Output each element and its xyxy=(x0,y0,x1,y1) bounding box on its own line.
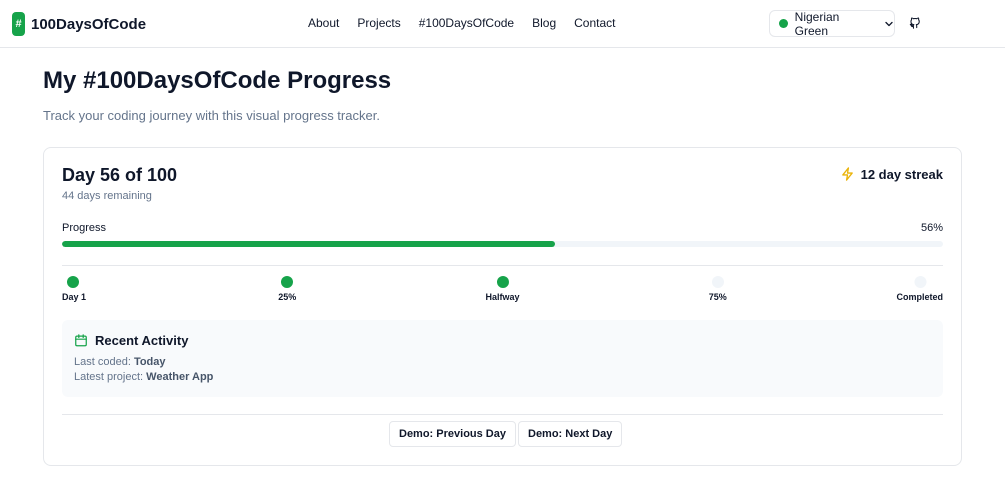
last-coded-row: Last coded: Today xyxy=(74,356,166,368)
milestone-label: 75% xyxy=(708,292,727,302)
logo-badge: # xyxy=(12,12,25,36)
github-icon[interactable] xyxy=(904,12,926,34)
progress-bar xyxy=(62,241,943,247)
lightning-icon xyxy=(840,166,855,182)
streak-badge: 12 day streak xyxy=(840,166,943,182)
milestone-dot xyxy=(281,276,294,288)
latest-project-label: Latest project: xyxy=(74,371,144,383)
calendar-icon xyxy=(74,333,88,348)
recent-activity-heading: Recent Activity xyxy=(74,333,188,348)
nav-link-projects[interactable]: Projects xyxy=(357,16,401,30)
nav-link-contact[interactable]: Contact xyxy=(574,16,616,30)
recent-activity-title: Recent Activity xyxy=(95,333,189,348)
recent-activity-panel: Recent Activity Last coded: Today Latest… xyxy=(62,320,943,397)
streak-text: 12 day streak xyxy=(860,166,943,182)
milestone-label: Day 1 xyxy=(62,292,87,302)
progress-bar-fill xyxy=(62,241,556,247)
last-coded-label: Last coded: xyxy=(74,356,131,368)
milestone-dot xyxy=(914,276,926,288)
days-remaining: 44 days remaining xyxy=(62,190,152,202)
site-logo[interactable]: # 100DaysOfCode xyxy=(12,12,146,36)
progress-card: Day 56 of 100 44 days remaining 12 day s… xyxy=(43,147,962,466)
logo-text: 100DaysOfCode xyxy=(31,15,147,33)
milestone: 75% xyxy=(709,276,727,302)
progress-label: Progress xyxy=(62,222,107,234)
divider xyxy=(62,414,943,415)
milestone-track: Day 1 25% Halfway 75% Completed xyxy=(62,276,943,306)
milestone: Day 1 xyxy=(62,276,86,302)
last-coded-value: Today xyxy=(133,356,166,368)
nav-link-about[interactable]: About xyxy=(308,16,340,30)
theme-select-label: Nigerian Green xyxy=(794,9,840,38)
progress-percent: 56% xyxy=(920,222,943,234)
milestone-dot xyxy=(67,276,79,288)
chevron-down-icon xyxy=(884,19,894,29)
latest-project-row: Latest project: Weather App xyxy=(74,371,213,383)
day-counter: Day 56 of 100 xyxy=(62,165,178,185)
theme-color-dot xyxy=(779,19,788,28)
top-navbar: # 100DaysOfCode About Projects #100DaysO… xyxy=(0,0,1005,48)
milestone: Completed xyxy=(896,276,943,302)
milestone-label: Halfway xyxy=(485,292,520,302)
main-nav: About Projects #100DaysOfCode Blog Conta… xyxy=(308,16,616,30)
nav-link-100daysofcode[interactable]: #100DaysOfCode xyxy=(418,16,515,30)
divider xyxy=(62,265,943,266)
milestone: Halfway xyxy=(485,276,520,302)
previous-day-button[interactable]: Demo: Previous Day xyxy=(389,421,516,447)
milestone: 25% xyxy=(278,276,296,302)
nav-link-blog[interactable]: Blog xyxy=(532,16,557,30)
page-title: My #100DaysOfCode Progress xyxy=(43,67,392,94)
next-day-button[interactable]: Demo: Next Day xyxy=(518,421,623,447)
latest-project-value: Weather App xyxy=(146,371,214,383)
milestone-dot xyxy=(496,276,509,288)
milestone-label: Completed xyxy=(896,292,943,302)
milestone-dot xyxy=(711,276,724,288)
page-subtitle: Track your coding journey with this visu… xyxy=(43,108,380,123)
milestone-label: 25% xyxy=(278,292,297,302)
theme-select[interactable]: Nigerian Green xyxy=(769,9,895,38)
